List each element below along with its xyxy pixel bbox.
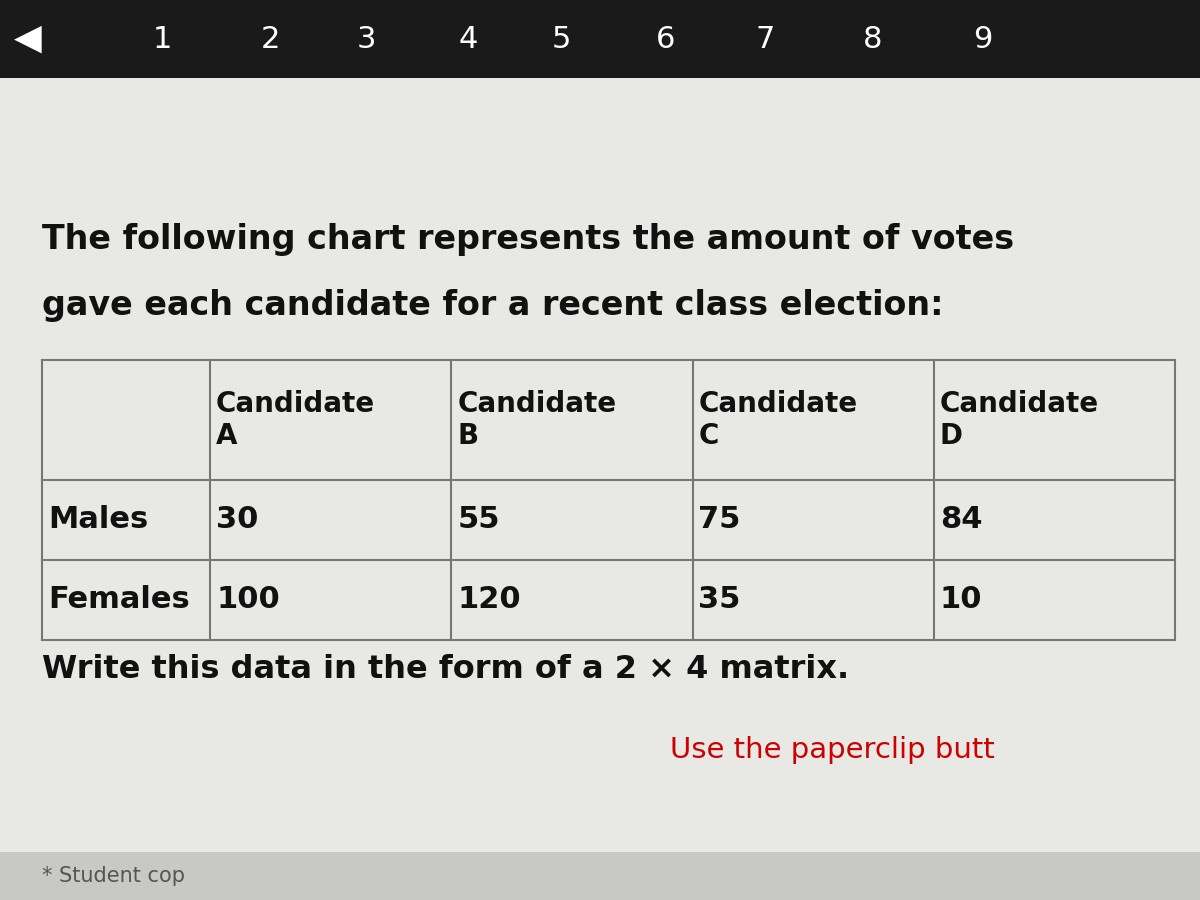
Text: 120: 120 [457,586,521,615]
Text: 9: 9 [973,24,992,53]
Text: Candidate
D: Candidate D [940,390,1099,450]
Bar [0,852,1200,900]
Text: gave each candidate for a recent class election:: gave each candidate for a recent class e… [42,289,943,321]
Text: Candidate
C: Candidate C [698,390,858,450]
Text: 84: 84 [940,506,983,535]
Text: 2: 2 [260,24,280,53]
Text: 8: 8 [863,24,883,53]
Text: 7: 7 [755,24,775,53]
Text: ◀: ◀ [14,22,42,56]
Text: Males: Males [48,506,149,535]
Text: 3: 3 [356,24,376,53]
Text: 1: 1 [152,24,172,53]
Text: 55: 55 [457,506,499,535]
Text: The following chart represents the amount of votes: The following chart represents the amoun… [42,223,1014,256]
Text: 35: 35 [698,586,740,615]
Text: 75: 75 [698,506,740,535]
Text: 100: 100 [216,586,280,615]
Bar [0,0,1200,78]
Text: 5: 5 [551,24,571,53]
Text: Candidate
A: Candidate A [216,390,376,450]
Text: Candidate
B: Candidate B [457,390,617,450]
Text: 10: 10 [940,586,983,615]
Text: Use the paperclip butt: Use the paperclip butt [670,736,995,764]
Text: Females: Females [48,586,190,615]
Text: * Student cop: * Student cop [42,866,185,886]
Text: 4: 4 [458,24,478,53]
Text: Write this data in the form of a 2 × 4 matrix.: Write this data in the form of a 2 × 4 m… [42,654,850,686]
Text: 30: 30 [216,506,258,535]
Text: 6: 6 [656,24,676,53]
